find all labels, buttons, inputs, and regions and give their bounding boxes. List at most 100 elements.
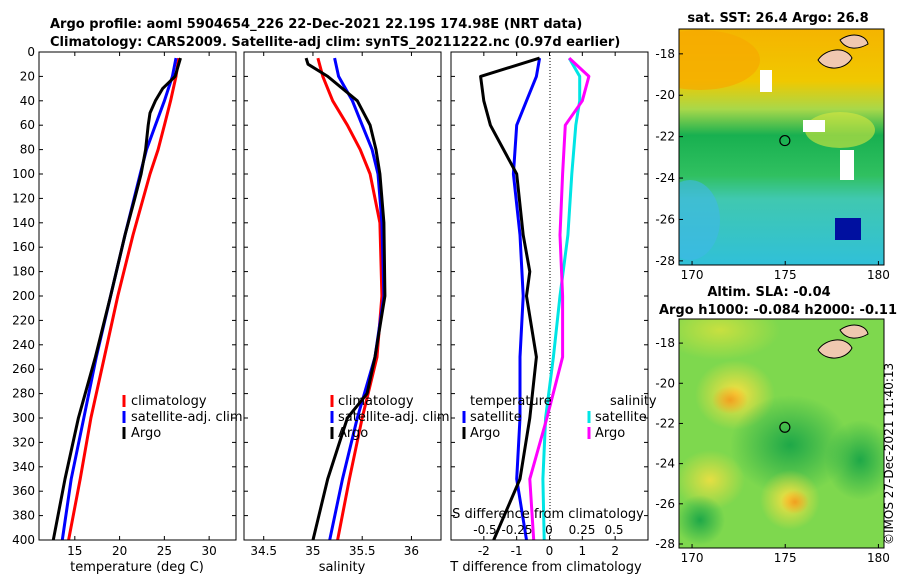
y-tick-label: -18 <box>655 336 675 350</box>
y-tick-label: -28 <box>655 537 675 551</box>
y-tick-label: 320 <box>12 435 35 449</box>
temperature-panel: 15 20 25 3002040608010012014016018020022024… <box>12 45 243 575</box>
argo-location-marker <box>779 421 791 433</box>
y-tick-label: -26 <box>655 212 675 226</box>
s-diff-label: S difference from climatology <box>452 507 644 522</box>
s-tick: -0.25 <box>501 523 532 537</box>
sla-field <box>679 319 884 548</box>
climatology-line <box>67 57 181 541</box>
y-tick-label: -20 <box>655 88 675 102</box>
sst-cloud-gap <box>803 120 825 132</box>
y-tick-label: -18 <box>655 47 675 61</box>
y-tick-label: 240 <box>12 338 35 352</box>
island <box>839 34 869 49</box>
y-tick-label: -22 <box>655 416 675 430</box>
salinity-axes: 34.5 35 35.5 36 <box>244 51 441 558</box>
t-diff-xlabel: T difference from climatology <box>449 560 642 575</box>
difference-frame <box>450 51 649 541</box>
sla-high-core <box>712 386 748 414</box>
argo-line <box>304 57 387 541</box>
legend-s-satellite: satellite <box>595 410 647 425</box>
satellite-line <box>60 57 178 541</box>
salinity-legend: climatology satellite-adj. clim Argo <box>330 394 450 441</box>
sla-low-patch <box>730 395 850 495</box>
island <box>817 49 853 69</box>
difference-panel: -2 -1 0 1 2 S difference from climatology -0… <box>449 51 657 575</box>
sst-cloud-gap <box>840 150 854 180</box>
s-tick: -0.5 <box>473 523 496 537</box>
satellite-line <box>328 57 386 541</box>
sst-axes: 170 175 180 -18 -20 -22 -24 -26 -28 <box>655 47 889 282</box>
sst-field <box>679 29 884 265</box>
y-tick-label: -28 <box>655 254 675 268</box>
s-tick: 0.5 <box>604 523 623 537</box>
salinity-panel: 34.5 35 35.5 36 salinity climatology satell… <box>243 51 450 575</box>
sst-map-panel: sat. SST: 26.4 Argo: 26.8 170 175 180 -18 -2… <box>655 11 889 282</box>
y-tick-label: -20 <box>655 376 675 390</box>
temperature-axes: 15 20 25 3002040608010012014016018020022024… <box>12 45 236 558</box>
s-tick: 0.25 <box>569 523 596 537</box>
sst-cool-patch <box>679 180 720 260</box>
sla-title: Altim. SLA: -0.04 <box>707 285 830 300</box>
t-satellite-line <box>511 57 542 541</box>
s-satellite-line <box>541 57 582 541</box>
s-argo-line <box>528 57 591 541</box>
y-tick-label: 200 <box>12 289 35 303</box>
sla-low-patch <box>679 495 725 545</box>
island <box>817 339 853 359</box>
legend-temperature-title: temperature <box>470 394 552 409</box>
sla-high-core <box>781 490 809 514</box>
x-tick-label: 34.5 <box>250 544 277 558</box>
y-tick-label: 0 <box>27 45 35 59</box>
temperature-frame <box>38 51 237 541</box>
x-tick-label: 170 <box>681 268 704 282</box>
x-tick-label: 30 <box>201 544 216 558</box>
legend-salinity-title: salinity <box>610 394 657 409</box>
island <box>839 324 869 339</box>
x-tick-label: 0 <box>546 544 554 558</box>
salinity-frame <box>243 51 442 541</box>
x-tick-label: 175 <box>774 551 797 565</box>
legend-satellite: satellite-adj. clim <box>131 410 243 425</box>
sst-frame <box>678 28 885 266</box>
y-tick-label: -26 <box>655 497 675 511</box>
x-tick-label: 1 <box>579 544 587 558</box>
x-tick-label: 180 <box>867 268 890 282</box>
difference-lines <box>479 56 591 541</box>
sla-map-panel: Altim. SLA: -0.04 Argo h1000: -0.084 h20… <box>655 285 897 565</box>
y-tick-label: 140 <box>12 216 35 230</box>
argo-location-marker <box>779 134 791 147</box>
x-tick-label: 36 <box>404 544 419 558</box>
copyright: ©IMOS 27-Dec-2021 11:40:13 <box>882 363 896 545</box>
y-tick-label: 20 <box>20 69 35 83</box>
t-argo-line <box>479 56 541 541</box>
figure-title-line2: Climatology: CARS2009. Satellite-adj cli… <box>50 35 620 50</box>
legend-climatology: climatology <box>338 394 414 409</box>
y-tick-label: 380 <box>12 509 35 523</box>
x-tick-label: 25 <box>157 544 172 558</box>
temperature-legend: climatology satellite-adj. clim Argo <box>122 394 243 441</box>
y-tick-label: 180 <box>12 265 35 279</box>
legend-t-satellite: satellite <box>470 410 522 425</box>
x-tick-label: -1 <box>511 544 523 558</box>
x-tick-label: 20 <box>112 544 127 558</box>
sla-axes: 170 175 180 -18 -20 -22 -24 -26 -28 <box>655 336 889 565</box>
argo-line <box>51 57 182 541</box>
sst-dark-blue-patch <box>835 218 861 240</box>
y-tick-label: 40 <box>20 94 35 108</box>
y-tick-label: -24 <box>655 457 675 471</box>
temperature-lines <box>51 57 182 541</box>
legend-argo: Argo <box>338 426 368 441</box>
y-tick-label: 280 <box>12 387 35 401</box>
y-tick-label: 100 <box>12 167 35 181</box>
y-tick-label: 360 <box>12 484 35 498</box>
difference-legend: temperature satellite Argo salinity sate… <box>462 394 657 441</box>
difference-axes: -2 -1 0 1 2 <box>451 51 648 558</box>
x-tick-label: 175 <box>774 268 797 282</box>
sst-title: sat. SST: 26.4 Argo: 26.8 <box>687 11 868 26</box>
y-tick-label: 260 <box>12 362 35 376</box>
sla-subtitle: Argo h1000: -0.084 h2000: -0.11 <box>659 303 897 318</box>
y-tick-label: 80 <box>20 143 35 157</box>
legend-satellite: satellite-adj. clim <box>338 410 450 425</box>
x-tick-label: 35 <box>305 544 320 558</box>
